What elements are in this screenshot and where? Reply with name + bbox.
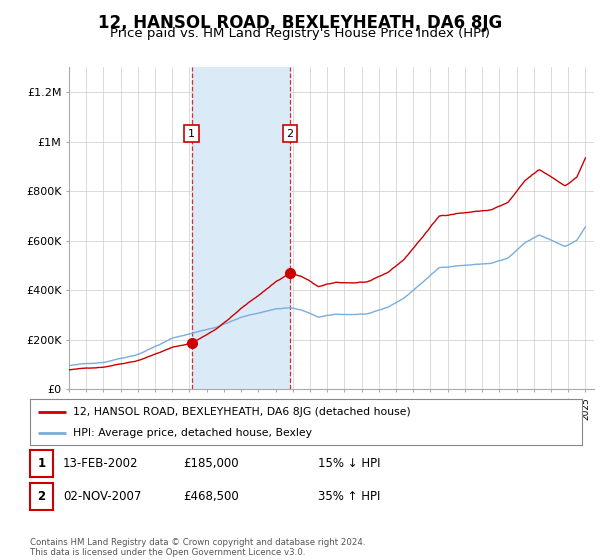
- Text: HPI: Average price, detached house, Bexley: HPI: Average price, detached house, Bexl…: [73, 428, 312, 438]
- Text: 35% ↑ HPI: 35% ↑ HPI: [318, 489, 380, 503]
- Text: 02-NOV-2007: 02-NOV-2007: [63, 489, 142, 503]
- Text: 15% ↓ HPI: 15% ↓ HPI: [318, 457, 380, 470]
- Text: 12, HANSOL ROAD, BEXLEYHEATH, DA6 8JG (detached house): 12, HANSOL ROAD, BEXLEYHEATH, DA6 8JG (d…: [73, 407, 411, 417]
- Text: £185,000: £185,000: [183, 457, 239, 470]
- Bar: [191, 67, 290, 389]
- Text: 2: 2: [37, 489, 46, 503]
- Text: 2: 2: [286, 129, 293, 138]
- Text: 1: 1: [188, 129, 195, 138]
- Text: 12, HANSOL ROAD, BEXLEYHEATH, DA6 8JG: 12, HANSOL ROAD, BEXLEYHEATH, DA6 8JG: [98, 14, 502, 32]
- Text: 1: 1: [37, 457, 46, 470]
- Text: Contains HM Land Registry data © Crown copyright and database right 2024.
This d: Contains HM Land Registry data © Crown c…: [30, 538, 365, 557]
- Text: Price paid vs. HM Land Registry's House Price Index (HPI): Price paid vs. HM Land Registry's House …: [110, 27, 490, 40]
- Text: 13-FEB-2002: 13-FEB-2002: [63, 457, 139, 470]
- Text: £468,500: £468,500: [183, 489, 239, 503]
